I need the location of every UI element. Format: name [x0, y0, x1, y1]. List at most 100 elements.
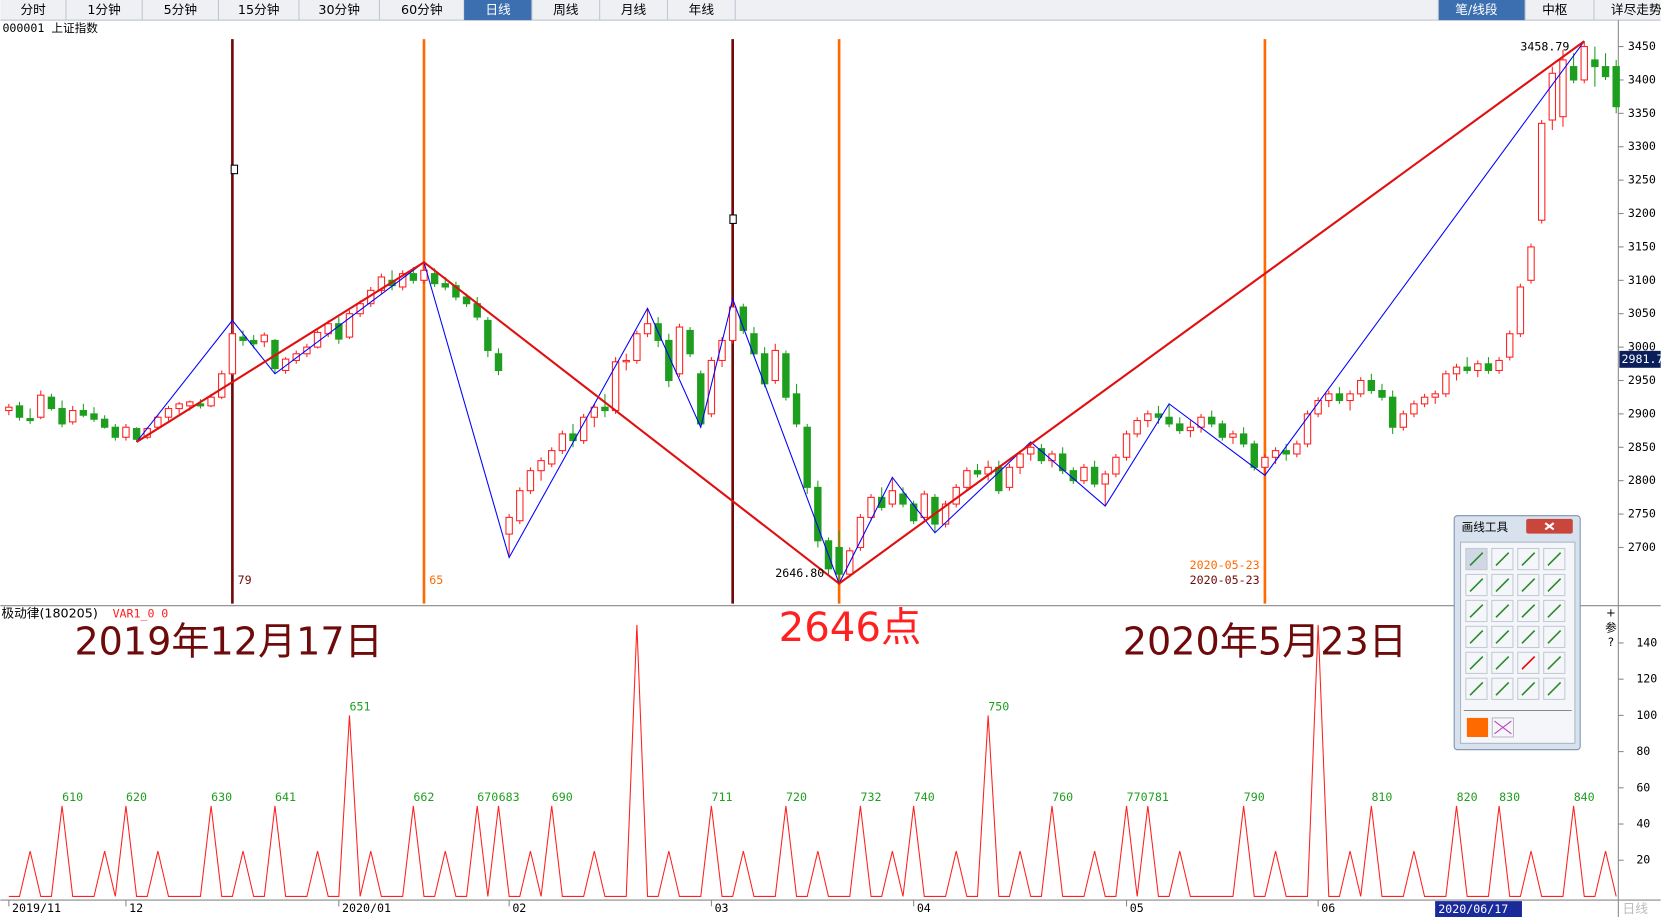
delete-icon: [1494, 720, 1512, 735]
color-tool[interactable]: [1466, 717, 1489, 737]
bi-line: [136, 40, 1585, 585]
marker-label: 2020-05-23: [1190, 573, 1260, 587]
last-price-label: 2981.7: [1621, 352, 1661, 366]
close-icon: [1544, 522, 1555, 531]
candle-body: [1293, 443, 1301, 455]
mode-button[interactable]: 中枢: [1542, 2, 1568, 17]
peak-label: 610: [62, 790, 83, 804]
x-tick-label: 2020/01: [342, 901, 391, 915]
legend-name: VAR1_0: [113, 607, 155, 621]
candle-body: [239, 336, 247, 341]
candle-body: [37, 394, 45, 418]
candle-body: [590, 406, 599, 418]
candle-body: [175, 403, 183, 410]
candle-body: [1176, 423, 1184, 432]
peak-label: 720: [786, 790, 807, 804]
y-tick-label: 3300: [1628, 139, 1656, 153]
tool-icon: [1469, 630, 1484, 644]
line-handle[interactable]: [230, 164, 239, 175]
x-tick-label: 2019/11: [12, 901, 61, 915]
x-tick-label: 06: [1321, 901, 1335, 915]
candle-body: [558, 433, 567, 452]
period-button[interactable]: 日线: [485, 2, 511, 17]
period-button[interactable]: 5分钟: [164, 2, 197, 17]
line-handle[interactable]: [729, 214, 737, 224]
bottom-tab[interactable]: 日线: [1623, 901, 1649, 916]
candle-body: [665, 339, 673, 382]
candle-body: [792, 393, 801, 425]
candle-body: [1282, 450, 1290, 455]
candle-body: [122, 426, 130, 438]
y-tick-label: 3100: [1628, 273, 1656, 287]
peak-label: 732: [861, 790, 882, 804]
candle-body: [1090, 466, 1099, 485]
period-button[interactable]: 60分钟: [401, 2, 443, 17]
period-button[interactable]: 15分钟: [238, 2, 280, 17]
candle-body: [484, 319, 492, 351]
tool-icon: [1547, 655, 1562, 670]
tool-icon: [1521, 552, 1536, 567]
candle-body: [537, 460, 545, 472]
peak-label: 711: [711, 790, 732, 804]
mode-button[interactable]: 详尽走势: [1611, 2, 1661, 17]
candle-body: [441, 283, 449, 288]
candle-body: [1569, 66, 1578, 81]
candle-body: [154, 416, 162, 428]
indicator-side-button[interactable]: 参: [1605, 620, 1617, 634]
y-tick-label: 2750: [1628, 507, 1656, 521]
candle-body: [1516, 286, 1525, 335]
period-button[interactable]: 月线: [621, 2, 647, 17]
candle-body: [1420, 396, 1429, 405]
period-button[interactable]: 30分钟: [318, 2, 360, 17]
candle-body: [1325, 393, 1333, 402]
cursor-date-tag: [1435, 901, 1522, 917]
peak-label: 830: [1499, 790, 1520, 804]
candle-body: [90, 413, 98, 420]
candle-body: [249, 339, 258, 345]
legend-value: 0: [161, 607, 168, 621]
marker-label: 79: [238, 573, 252, 587]
panel-title: 画线工具: [1462, 520, 1509, 534]
candle-body: [69, 410, 77, 423]
period-button[interactable]: 年线: [689, 2, 715, 17]
tool-icon: [1547, 630, 1562, 644]
period-button[interactable]: 1分钟: [87, 2, 120, 17]
candle-body: [1612, 66, 1620, 108]
candle-body: [548, 450, 556, 465]
candle-body: [1463, 366, 1471, 372]
candle-body: [1335, 393, 1344, 402]
marker-label: 65: [429, 573, 443, 587]
candle-body: [1080, 466, 1088, 482]
candle-body: [132, 428, 141, 440]
candle-body: [494, 353, 503, 372]
candle-body: [1112, 456, 1120, 475]
drawing-tool-panel: 画线工具: [1453, 515, 1581, 751]
candle-body: [5, 406, 13, 412]
candle-body: [569, 433, 577, 442]
candle-body: [1186, 426, 1195, 432]
candle-body: [973, 470, 982, 475]
candle-body: [1452, 366, 1461, 375]
y-tick-label: 2850: [1628, 440, 1656, 454]
period-button[interactable]: 周线: [553, 2, 579, 17]
candle-body: [260, 334, 269, 343]
candle-body: [1378, 389, 1386, 398]
period-button[interactable]: 分时: [20, 2, 46, 17]
candle-body: [750, 333, 758, 355]
tool-icon: [1495, 552, 1510, 567]
tool-icon: [1547, 604, 1562, 618]
x-tick-label: 04: [917, 901, 931, 915]
indicator-side-button[interactable]: +: [1606, 606, 1616, 620]
candle-body: [218, 373, 226, 398]
indicator-side-button[interactable]: ?: [1608, 635, 1614, 649]
candle-body: [963, 470, 971, 488]
candle-body: [1527, 246, 1535, 281]
period-button-active[interactable]: [464, 0, 532, 21]
candle-body: [1122, 433, 1131, 458]
tool-icon: [1495, 655, 1510, 670]
mode-button-active[interactable]: [1438, 0, 1526, 21]
security-name: 000001 上证指数: [2, 21, 98, 35]
y-tick-label: 3000: [1628, 340, 1656, 354]
peak-label: 750: [988, 699, 1009, 713]
mode-button[interactable]: 笔/线段: [1455, 2, 1498, 17]
